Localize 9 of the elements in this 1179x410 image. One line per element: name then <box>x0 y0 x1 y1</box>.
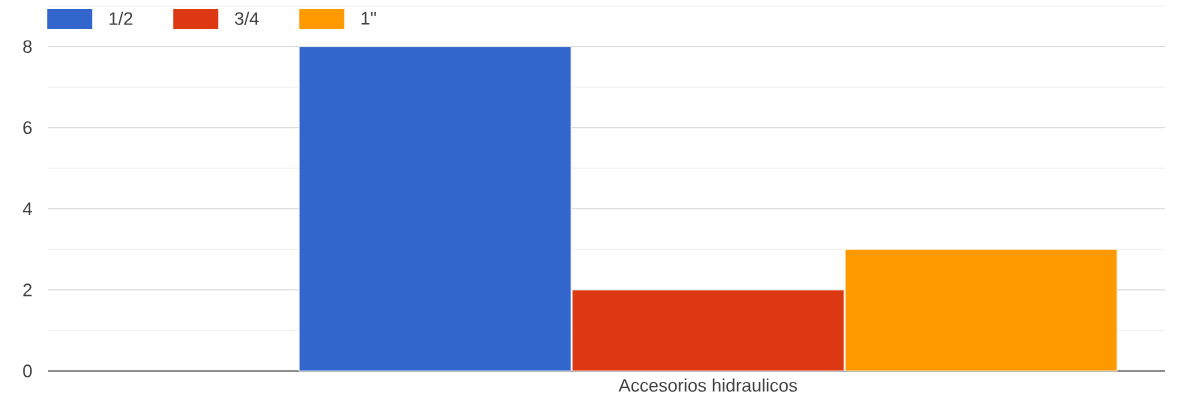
y-tick-label: 4 <box>22 202 32 215</box>
y-tick-label: 6 <box>23 121 32 135</box>
legend-label: 3/4 <box>234 11 259 25</box>
y-tick-label: 8 <box>23 40 32 53</box>
y-tick-label: 2 <box>23 283 32 297</box>
x-tick-label: Accesorios hidraulicos <box>618 378 797 392</box>
legend-label: 1" <box>361 12 376 25</box>
legend-label: 1/2 <box>109 11 133 25</box>
y-tick-label: 0 <box>23 364 32 378</box>
